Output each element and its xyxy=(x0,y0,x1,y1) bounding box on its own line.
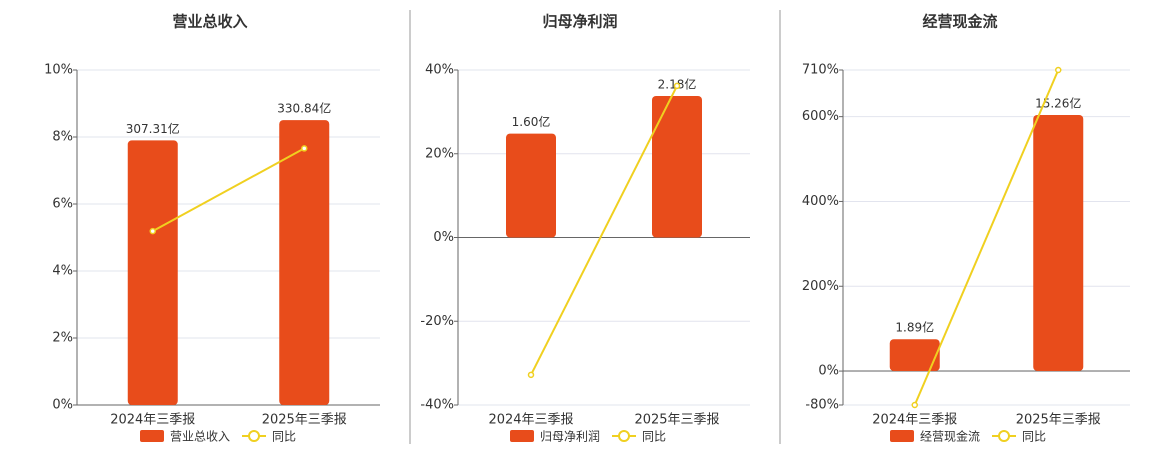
data-label: 307.31亿 xyxy=(126,121,180,136)
y-tick-label: -80% xyxy=(805,398,839,413)
legend-label: 归母净利润 xyxy=(540,430,600,444)
y-tick-label: 4% xyxy=(52,264,73,279)
legend-marker xyxy=(618,430,631,442)
x-tick-label: 2024年三季报 xyxy=(488,413,573,428)
line xyxy=(913,69,1060,406)
legend-label: 同比 xyxy=(272,430,296,444)
legend-swatch xyxy=(140,430,164,442)
line xyxy=(530,85,678,376)
y-tick-label: 0% xyxy=(433,230,454,245)
bar xyxy=(1033,114,1084,371)
point xyxy=(673,82,681,90)
bar xyxy=(506,133,556,238)
x-tick-label: 2025年三季报 xyxy=(262,413,347,428)
y-tick-label: 2% xyxy=(52,331,73,346)
y-tick-label: -40% xyxy=(420,398,454,413)
y-tick-label: 200% xyxy=(802,279,839,294)
y-tick-label: 0% xyxy=(818,364,839,379)
point xyxy=(527,371,535,379)
legend-label: 经营现金流 xyxy=(920,429,980,444)
data-label: 1.89亿 xyxy=(895,320,934,335)
x-tick-label: 2025年三季报 xyxy=(634,413,719,428)
legend-label: 同比 xyxy=(642,430,666,444)
x-tick-label: 2025年三季报 xyxy=(1016,413,1101,428)
y-tick-label: 20% xyxy=(425,146,454,161)
chart-title: 营业总收入 xyxy=(172,13,247,31)
chart-title: 经营现金流 xyxy=(922,13,997,31)
y-tick-label: 0% xyxy=(52,398,73,413)
x-tick-label: 2024年三季报 xyxy=(110,413,195,428)
x-tick-label: 2024年三季报 xyxy=(872,413,957,428)
y-tick-label: 400% xyxy=(802,194,839,209)
y-tick-label: 6% xyxy=(52,197,73,212)
legend-marker xyxy=(998,430,1011,442)
legend-swatch xyxy=(510,430,534,442)
data-label: 1.60亿 xyxy=(512,114,551,129)
legend-label: 营业总收入 xyxy=(170,430,230,444)
y-tick-label: 710% xyxy=(802,63,839,78)
bar xyxy=(652,95,702,238)
line xyxy=(152,147,305,233)
point xyxy=(911,401,918,409)
bar xyxy=(279,120,330,406)
legend-marker xyxy=(248,430,261,442)
point xyxy=(149,227,156,235)
point xyxy=(301,145,308,152)
y-tick-label: 40% xyxy=(425,63,454,78)
chart-title: 归母净利润 xyxy=(542,13,617,31)
legend-label: 同比 xyxy=(1022,430,1046,444)
legend-swatch xyxy=(890,430,914,442)
y-tick-label: 600% xyxy=(802,109,839,124)
y-tick-label: 8% xyxy=(52,130,73,145)
y-tick-label: 10% xyxy=(44,63,73,78)
bar xyxy=(127,140,178,405)
point xyxy=(1055,66,1062,74)
y-tick-label: -20% xyxy=(420,314,454,329)
bar xyxy=(889,339,940,371)
data-label: 330.84亿 xyxy=(277,101,331,116)
